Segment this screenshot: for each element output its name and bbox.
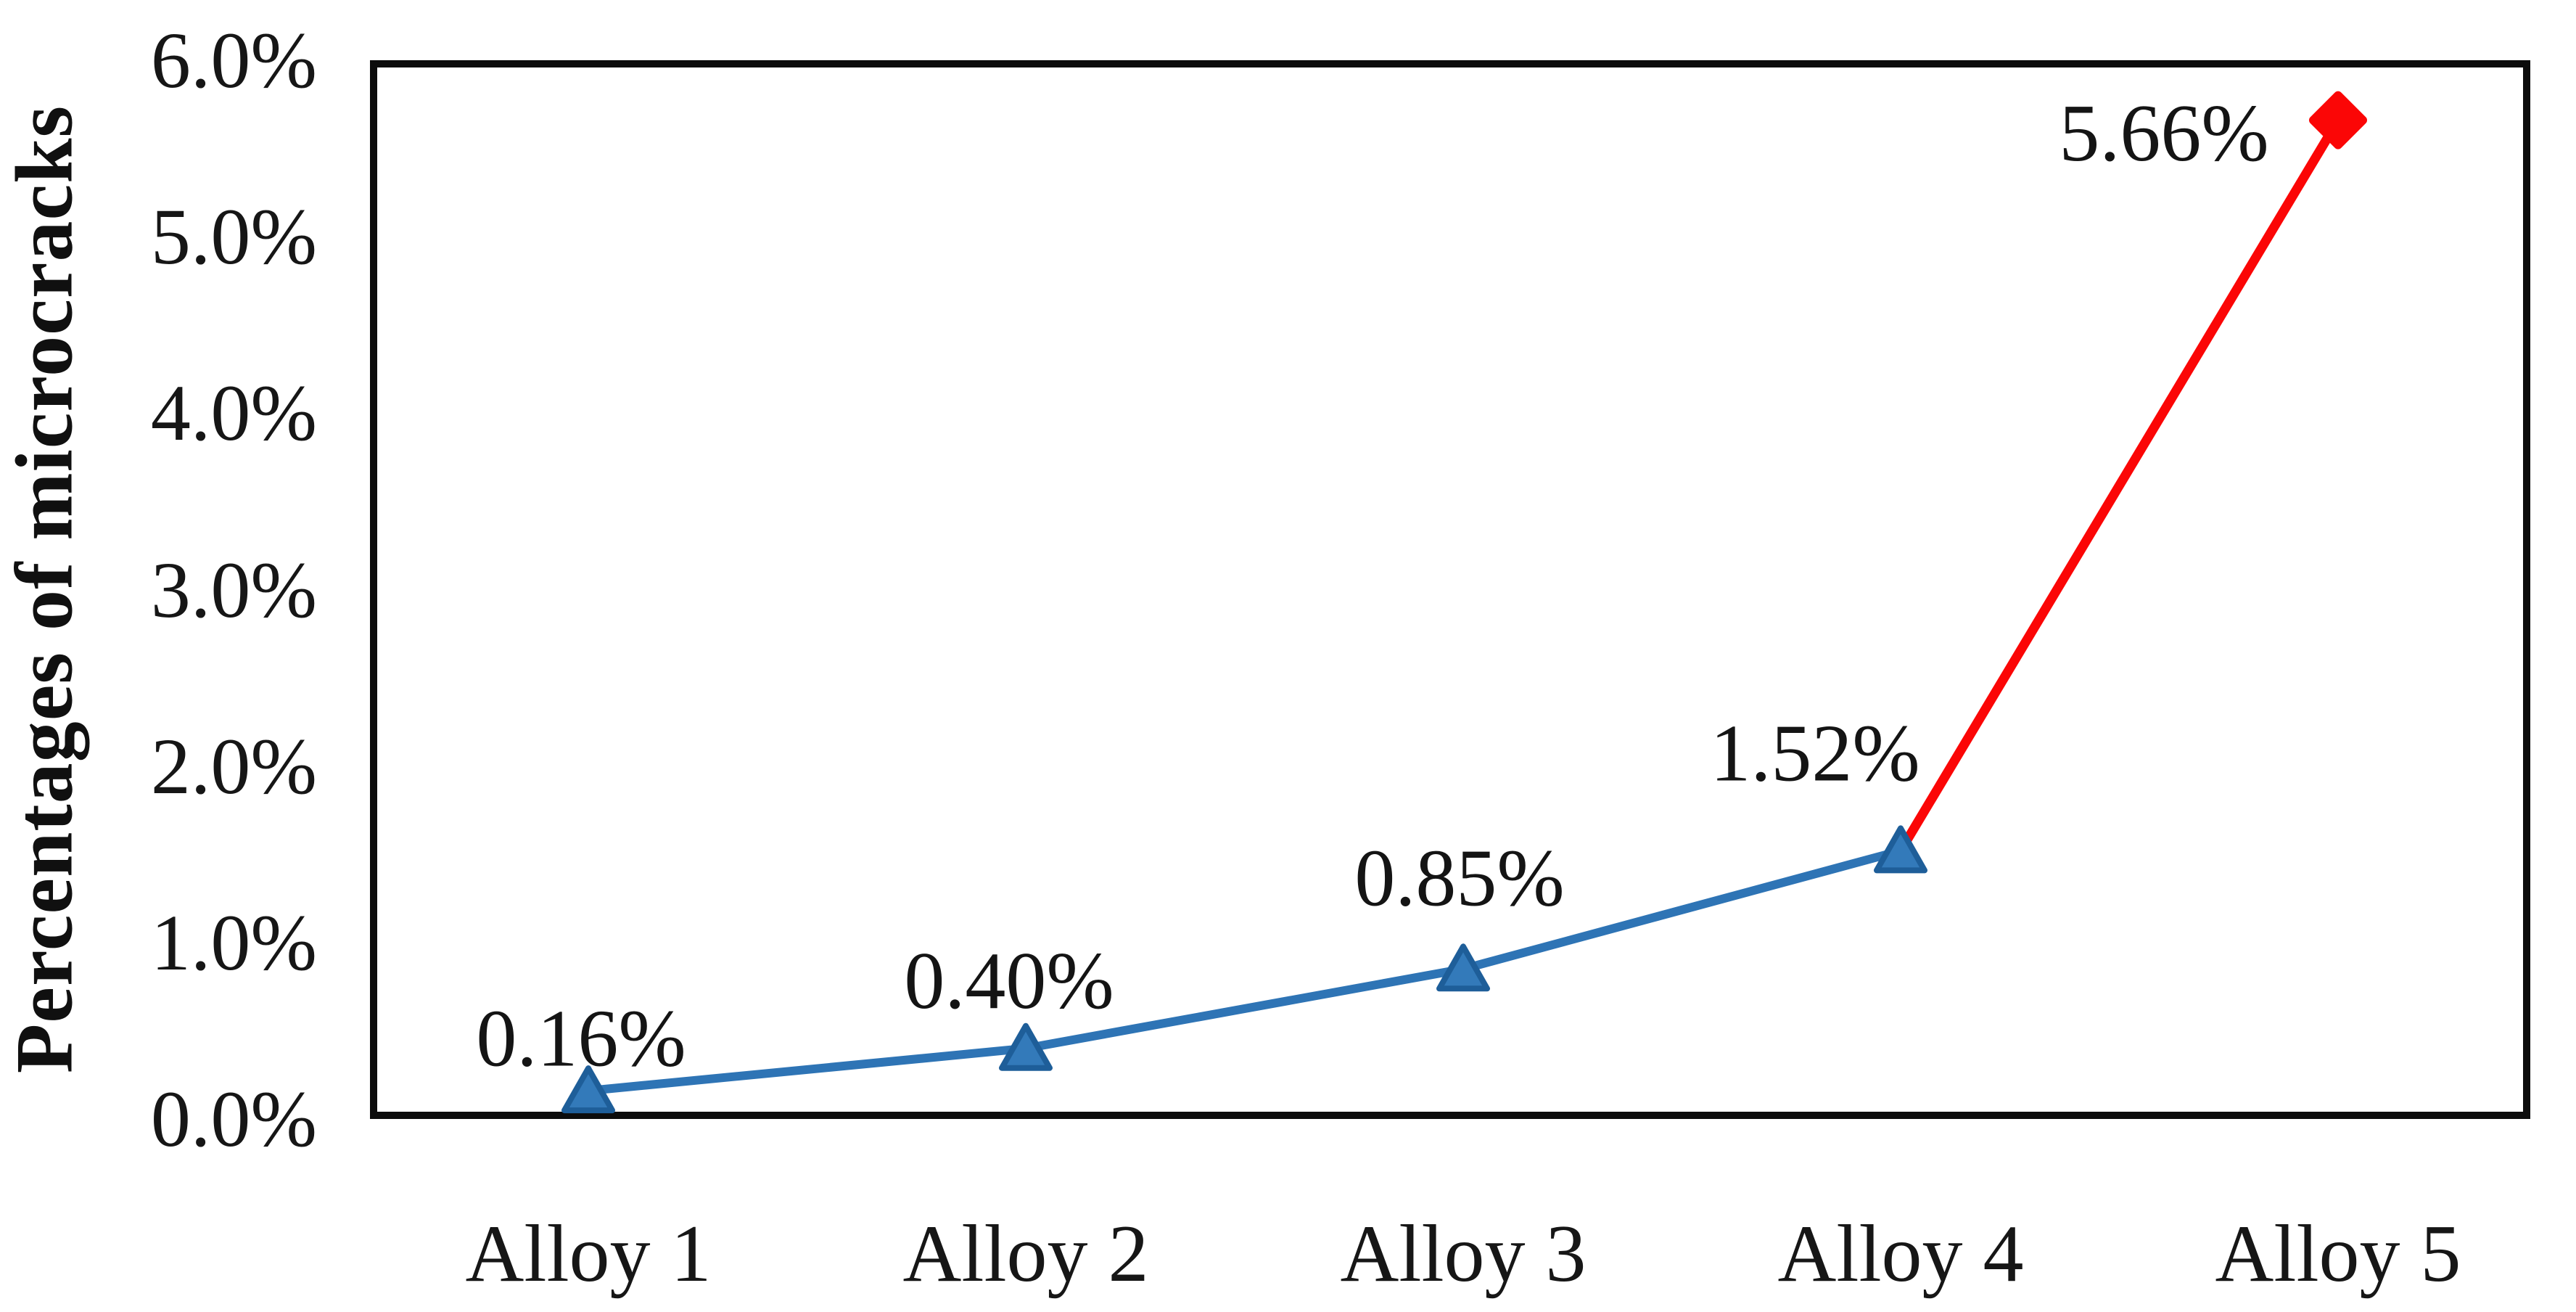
y-tick-label: 3.0% [150, 545, 317, 634]
data-label-alloy-5: 5.66% [2059, 89, 2268, 179]
data-label-alloy-4: 1.52% [1710, 709, 1919, 799]
marker-triangle-alloy-2 [999, 1022, 1053, 1071]
x-axis-label: Alloy 4 [1777, 1209, 2024, 1299]
series-line-segment-blue [584, 846, 1905, 1096]
data-label-alloy-3: 0.85% [1354, 834, 1564, 924]
x-axis-label: Alloy 1 [465, 1209, 712, 1299]
series-line-segment-red [1896, 115, 2343, 856]
data-markers [561, 91, 2367, 1114]
y-tick-label: 6.0% [150, 16, 317, 104]
y-tick-label: 4.0% [150, 369, 317, 458]
x-axis-label: Alloy 2 [902, 1209, 1149, 1299]
chart-svg: 0.16% 0.40% 0.85% 1.52% 5.66% [370, 60, 2530, 1119]
marker-triangle-alloy-3 [1436, 943, 1490, 992]
data-label-alloy-1: 0.16% [476, 993, 686, 1083]
x-axis-label: Alloy 3 [1340, 1209, 1587, 1299]
marker-triangle-alloy-4 [1874, 825, 1927, 874]
data-labels: 0.16% 0.40% 0.85% 1.52% 5.66% [476, 89, 2268, 1083]
y-tick-label: 5.0% [150, 192, 317, 282]
y-tick-label: 2.0% [150, 721, 317, 811]
marker-triangle-alloy-1 [561, 1065, 615, 1114]
plot-frame [370, 60, 2530, 1119]
plot-area: 0.16% 0.40% 0.85% 1.52% 5.66% [370, 60, 2530, 1119]
x-axis-label: Alloy 5 [2215, 1209, 2461, 1299]
y-tick-label: 1.0% [150, 898, 317, 987]
y-tick-label: 0.0% [150, 1075, 317, 1163]
marker-diamond-alloy-5 [2309, 91, 2367, 149]
data-label-alloy-2: 0.40% [904, 936, 1114, 1026]
series-lines [584, 115, 2343, 1096]
